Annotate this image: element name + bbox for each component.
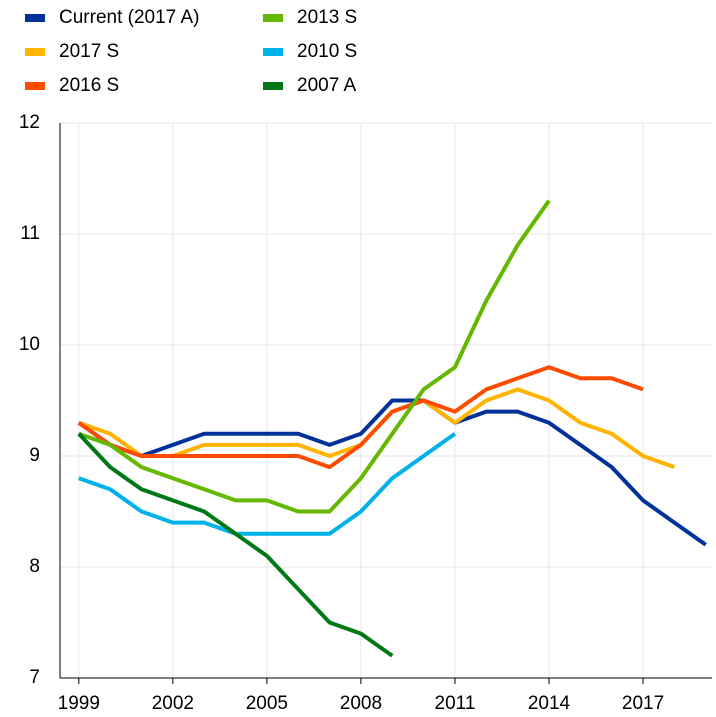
legend-label: 2017 S xyxy=(59,41,119,62)
legend-label: 2013 S xyxy=(297,7,357,28)
y-tick-label: 8 xyxy=(29,556,40,577)
legend-label: 2016 S xyxy=(59,75,119,96)
line-series xyxy=(77,365,644,470)
line-series xyxy=(78,432,457,536)
legend-swatch xyxy=(25,82,45,90)
line-series xyxy=(78,199,551,514)
x-tick-label: 1999 xyxy=(58,693,100,714)
legend-swatch xyxy=(263,48,283,56)
legend-swatch xyxy=(263,14,283,22)
legend-swatch xyxy=(25,14,45,22)
legend-label: 2007 A xyxy=(297,75,356,96)
x-tick-label: 2014 xyxy=(528,693,571,714)
y-tick-label: 7 xyxy=(29,667,40,688)
x-tick-label: 2005 xyxy=(246,693,288,714)
x-tick-label: 2002 xyxy=(152,693,194,714)
y-tick-label: 9 xyxy=(29,445,40,466)
line-series xyxy=(77,432,394,658)
line-series xyxy=(77,398,707,547)
legend-label: 2010 S xyxy=(297,41,357,62)
legend-swatch xyxy=(263,82,283,90)
x-tick-label: 2008 xyxy=(340,693,382,714)
y-tick-label: 10 xyxy=(19,334,40,355)
y-tick-label: 12 xyxy=(19,112,40,133)
x-tick-label: 2017 xyxy=(622,693,664,714)
legend-label: Current (2017 A) xyxy=(59,7,199,28)
y-tick-label: 11 xyxy=(20,223,40,244)
legend-swatch xyxy=(25,48,45,56)
x-tick-label: 2011 xyxy=(435,693,476,714)
